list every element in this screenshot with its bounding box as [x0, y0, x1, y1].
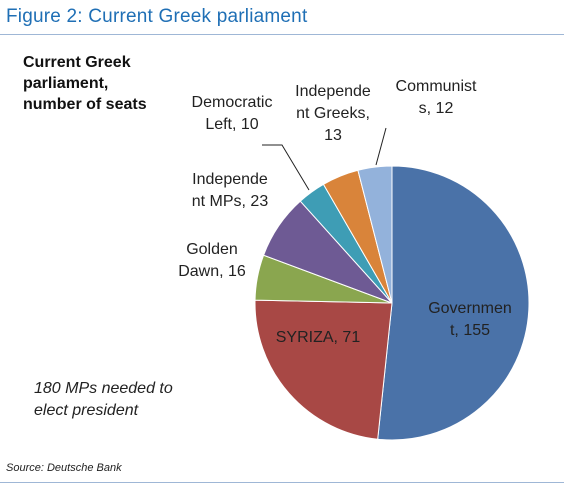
slice-label-5-line-1: nt Greeks,	[296, 105, 370, 122]
slice-label-4: Democratic Left, 10	[192, 94, 273, 133]
slice-label-2: Golden Dawn, 16	[178, 241, 246, 280]
slice-label-1: SYRIZA, 71	[276, 329, 361, 346]
pie-slice-1	[254, 299, 393, 440]
source-note: Source: Deutsche Bank	[6, 462, 122, 474]
annotation: 180 MPs needed to elect president	[34, 378, 234, 422]
chart-title-line-1: Current Greek	[23, 54, 131, 71]
chart-title-line-2: parliament,	[23, 75, 109, 92]
figure-title: Figure 2: Current Greek parliament	[6, 6, 308, 27]
pie-slice-6	[357, 165, 393, 304]
slice-label-1-line-0: SYRIZA, 71	[276, 329, 361, 346]
slice-label-6: Communist s, 12	[396, 78, 477, 117]
leader-line-4	[262, 144, 310, 191]
slice-label-0: Governmen t, 155	[428, 300, 512, 339]
slice-label-5: Independe nt Greeks, 13	[295, 83, 371, 144]
top-rule	[0, 34, 564, 35]
chart-title-line-3: number of seats	[23, 96, 147, 113]
slice-label-4-line-1: Left, 10	[205, 116, 258, 133]
slice-label-3-line-0: Independe	[192, 171, 268, 188]
slice-label-3: Independe nt MPs, 23	[192, 171, 269, 210]
slice-label-5-line-2: 13	[324, 127, 342, 144]
slice-label-0-line-0: Governmen	[428, 300, 512, 317]
slice-label-6-line-1: s, 12	[419, 100, 454, 117]
annotation-line-2: elect president	[34, 402, 139, 419]
chart-title: Current Greek parliament, number of seat…	[23, 52, 203, 115]
leader-line-6	[375, 127, 387, 166]
annotation-line-1: 180 MPs needed to	[34, 380, 173, 397]
slice-label-6-line-0: Communist	[396, 78, 477, 95]
slice-label-2-line-0: Golden	[186, 241, 238, 258]
bottom-rule	[0, 482, 564, 483]
slice-label-2-line-1: Dawn, 16	[178, 263, 246, 280]
slice-label-4-line-0: Democratic	[192, 94, 273, 111]
slice-label-5-line-0: Independe	[295, 83, 371, 100]
pie-slice-0	[377, 165, 530, 441]
slice-label-0-line-1: t, 155	[450, 322, 490, 339]
slice-label-3-line-1: nt MPs, 23	[192, 193, 269, 210]
